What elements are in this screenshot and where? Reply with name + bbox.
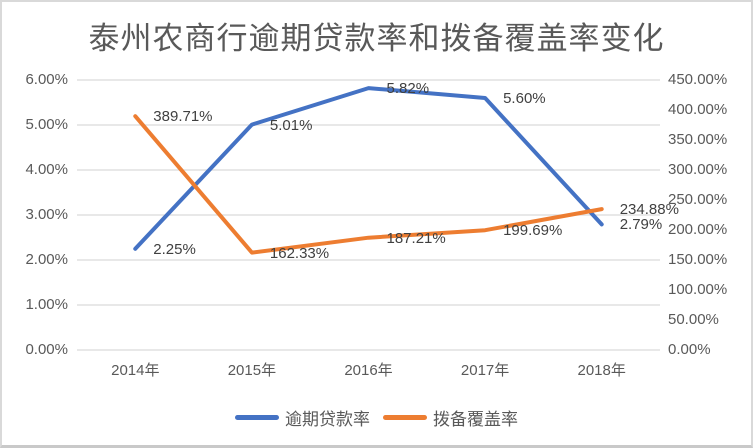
chart-title: 泰州农商行逾期贷款率和拨备覆盖率变化: [88, 21, 665, 56]
legend-line-swatch-orange: [383, 415, 427, 420]
legend-label-provision-coverage: 拨备覆盖率: [433, 410, 518, 429]
right-axis-tick: 400.00%: [668, 101, 728, 118]
data-label: 199.69%: [503, 222, 563, 240]
left-axis-tick: 0.00%: [25, 341, 68, 358]
data-label: 2.25%: [153, 240, 196, 258]
right-axis-tick: 450.00%: [668, 71, 728, 88]
legend-label-overdue-loan-rate: 逾期贷款率: [285, 410, 370, 429]
data-label: 389.71%: [153, 108, 213, 126]
x-axis-tick: 2014年: [111, 362, 160, 379]
left-axis-tick: 3.00%: [25, 206, 68, 223]
legend-line-swatch-blue: [235, 415, 279, 420]
data-label: 234.88%: [619, 201, 679, 219]
legend: 逾期贷款率 拨备覆盖率: [2, 405, 751, 430]
data-label: 5.01%: [269, 116, 313, 134]
left-axis-tick: 1.00%: [25, 296, 68, 313]
data-label: 162.33%: [269, 244, 330, 262]
legend-item-provision-coverage: 拨备覆盖率: [383, 405, 518, 430]
x-axis-tick: 2016年: [344, 362, 393, 379]
data-label: 187.21%: [386, 229, 446, 247]
right-axis-tick: 250.00%: [668, 191, 728, 208]
data-label: 2.79%: [619, 216, 663, 234]
right-axis-tick: 0.00%: [668, 341, 711, 358]
left-axis-tick: 6.00%: [25, 71, 68, 88]
x-axis-tick: 2018年: [577, 362, 626, 379]
data-label: 5.60%: [503, 90, 546, 107]
x-axis-tick: 2017年: [460, 362, 510, 379]
left-axis-tick: 4.00%: [25, 161, 68, 178]
legend-item-overdue-loan-rate: 逾期贷款率: [235, 405, 370, 430]
right-axis-tick: 100.00%: [668, 281, 728, 298]
x-axis-tick: 2015年: [227, 362, 277, 379]
provision-coverage-line: [133, 114, 604, 255]
right-axis-tick: 150.00%: [668, 251, 728, 268]
right-axis-tick: 200.00%: [668, 221, 728, 238]
right-axis-tick: 50.00%: [668, 311, 719, 328]
left-axis-tick: 2.00%: [25, 251, 68, 268]
left-axis-tick: 5.00%: [25, 116, 68, 133]
overdue-loan-rate-line: [133, 86, 604, 251]
data-label: 5.82%: [386, 80, 430, 98]
right-axis-tick: 300.00%: [668, 161, 728, 178]
right-axis-tick: 350.00%: [668, 131, 728, 148]
